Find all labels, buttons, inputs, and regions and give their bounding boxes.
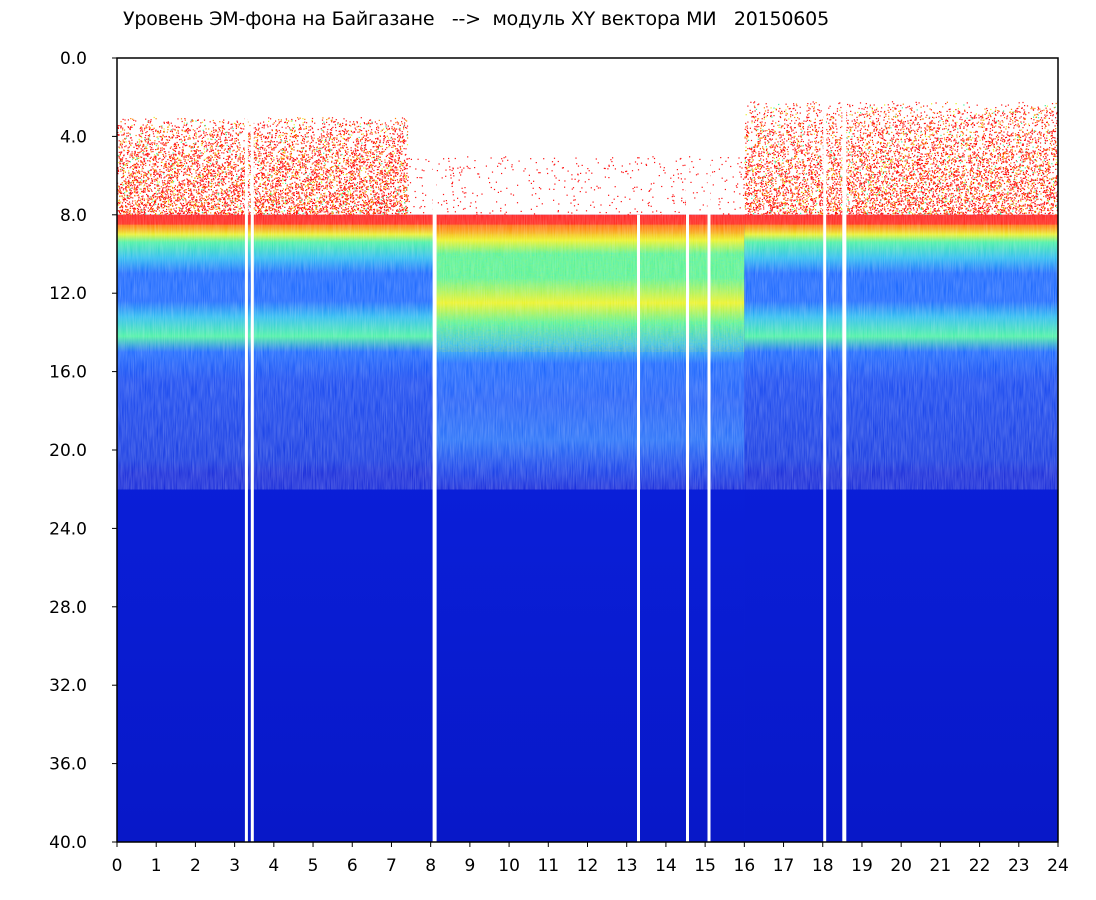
x-tick-label: 11 bbox=[537, 856, 559, 876]
x-tick-label: 8 bbox=[425, 856, 436, 876]
x-tick-label: 5 bbox=[308, 856, 319, 876]
y-tick-label: 0.0 bbox=[60, 49, 87, 69]
data-gap-line bbox=[637, 214, 640, 842]
y-tick-label: 40.0 bbox=[49, 833, 87, 853]
data-gap-line bbox=[432, 58, 437, 842]
plot-area bbox=[117, 58, 1058, 842]
speckle-overlay bbox=[434, 234, 745, 352]
x-tick-label: 22 bbox=[969, 856, 991, 876]
y-tick-label: 4.0 bbox=[60, 127, 87, 147]
x-tick-label: 17 bbox=[773, 856, 795, 876]
x-tick-label: 21 bbox=[930, 856, 952, 876]
x-tick-label: 24 bbox=[1047, 856, 1069, 876]
red-cloud-evening bbox=[744, 101, 1058, 216]
y-tick-label: 24.0 bbox=[49, 519, 87, 539]
y-tick-label: 36.0 bbox=[49, 755, 87, 775]
x-tick-label: 9 bbox=[464, 856, 475, 876]
x-tick-label: 2 bbox=[190, 856, 201, 876]
x-tick-label: 23 bbox=[1008, 856, 1030, 876]
x-tick-label: 10 bbox=[498, 856, 520, 876]
data-gap-line bbox=[823, 58, 827, 842]
x-tick-label: 3 bbox=[229, 856, 240, 876]
y-tick-label: 8.0 bbox=[60, 206, 87, 226]
data-gap-line bbox=[842, 58, 847, 842]
x-tick-label: 7 bbox=[386, 856, 397, 876]
x-tick-label: 4 bbox=[268, 856, 279, 876]
x-tick-label: 20 bbox=[890, 856, 912, 876]
x-axis: 0 1 2 3 4 5 6 7 8 9 10 11 12 13 14 15 16 17 18 19 20 21 22 23 24 bbox=[112, 842, 1069, 876]
y-tick-label: 16.0 bbox=[49, 363, 87, 383]
x-tick-label: 1 bbox=[151, 856, 162, 876]
x-tick-label: 19 bbox=[851, 856, 873, 876]
x-tick-label: 18 bbox=[812, 856, 834, 876]
x-tick-label: 12 bbox=[577, 856, 599, 876]
data-gap-line bbox=[244, 58, 248, 842]
y-tick-label: 20.0 bbox=[49, 441, 87, 461]
x-tick-label: 15 bbox=[694, 856, 716, 876]
chart-title: Уровень ЭМ-фона на Байгазане --> модуль … bbox=[123, 8, 829, 30]
x-tick-label: 14 bbox=[655, 856, 677, 876]
y-tick-label: 28.0 bbox=[49, 598, 87, 618]
data-gap-line bbox=[686, 58, 689, 842]
y-tick-label: 12.0 bbox=[49, 284, 87, 304]
x-tick-label: 0 bbox=[112, 856, 123, 876]
x-tick-label: 13 bbox=[616, 856, 638, 876]
y-axis: 0.0 4.0 8.0 12.0 16.0 20.0 24.0 28.0 32.0 36.0 40.… bbox=[49, 49, 117, 853]
x-tick-label: 6 bbox=[347, 856, 358, 876]
data-gap-line bbox=[707, 58, 711, 842]
data-gap-line bbox=[250, 58, 254, 842]
data-gaps bbox=[244, 58, 847, 842]
x-tick-label: 16 bbox=[734, 856, 756, 876]
y-tick-label: 32.0 bbox=[49, 676, 87, 696]
